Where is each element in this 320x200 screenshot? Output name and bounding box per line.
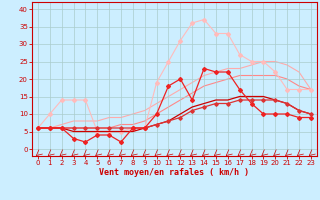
X-axis label: Vent moyen/en rafales ( km/h ): Vent moyen/en rafales ( km/h ) bbox=[100, 168, 249, 177]
